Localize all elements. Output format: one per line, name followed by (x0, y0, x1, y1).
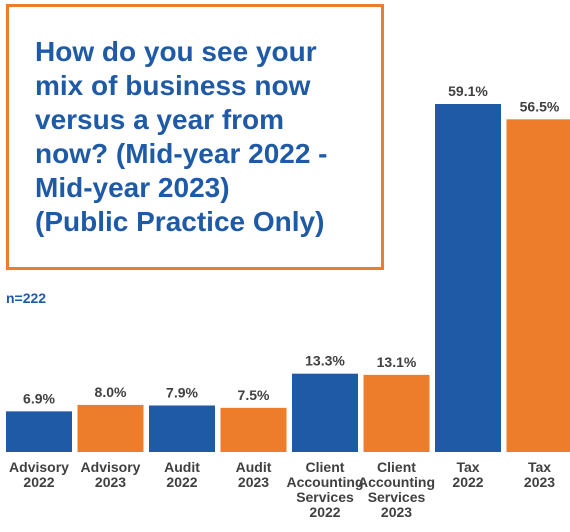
title-line: now? (Mid-year 2022 - (35, 138, 328, 169)
title-line: How do you see your (35, 36, 317, 67)
chart-title: How do you see your mix of business now … (35, 35, 395, 239)
title-box: How do you see your mix of business now … (6, 4, 384, 270)
category-label-0: Advisory 2022 (9, 459, 69, 490)
bar-7 (506, 119, 570, 453)
category-label-3: Audit 2023 (236, 459, 272, 490)
sample-size-label: n=222 (6, 290, 47, 306)
value-label-5: 13.1% (377, 354, 417, 370)
category-label-2: Audit 2022 (164, 459, 200, 490)
bar-4 (292, 373, 358, 452)
value-label-7: 56.5% (520, 98, 560, 114)
bar-5 (363, 374, 430, 452)
bar-2 (149, 405, 215, 452)
category-label-7: Tax 2023 (524, 459, 555, 490)
title-line: mix of business now (35, 70, 311, 101)
bar-1 (77, 404, 144, 452)
category-label-4: Client Accounting Services 2022 (287, 459, 364, 520)
title-line: (Public Practice Only) (35, 206, 325, 237)
category-label-5: Client Accounting Services 2023 (358, 459, 435, 520)
category-label-6: Tax 2022 (452, 459, 483, 490)
value-label-6: 59.1% (448, 83, 488, 99)
bar-6 (435, 104, 501, 452)
title-line: Mid-year 2023) (35, 172, 230, 203)
category-label-1: Advisory 2023 (81, 459, 141, 490)
title-line: versus a year from (35, 104, 285, 135)
bar-0 (6, 411, 72, 452)
value-label-2: 7.9% (166, 384, 198, 400)
bar-3 (220, 407, 287, 452)
value-label-4: 13.3% (305, 353, 345, 369)
value-label-1: 8.0% (95, 384, 127, 400)
value-label-3: 7.5% (238, 387, 270, 403)
value-label-0: 6.9% (23, 390, 55, 406)
